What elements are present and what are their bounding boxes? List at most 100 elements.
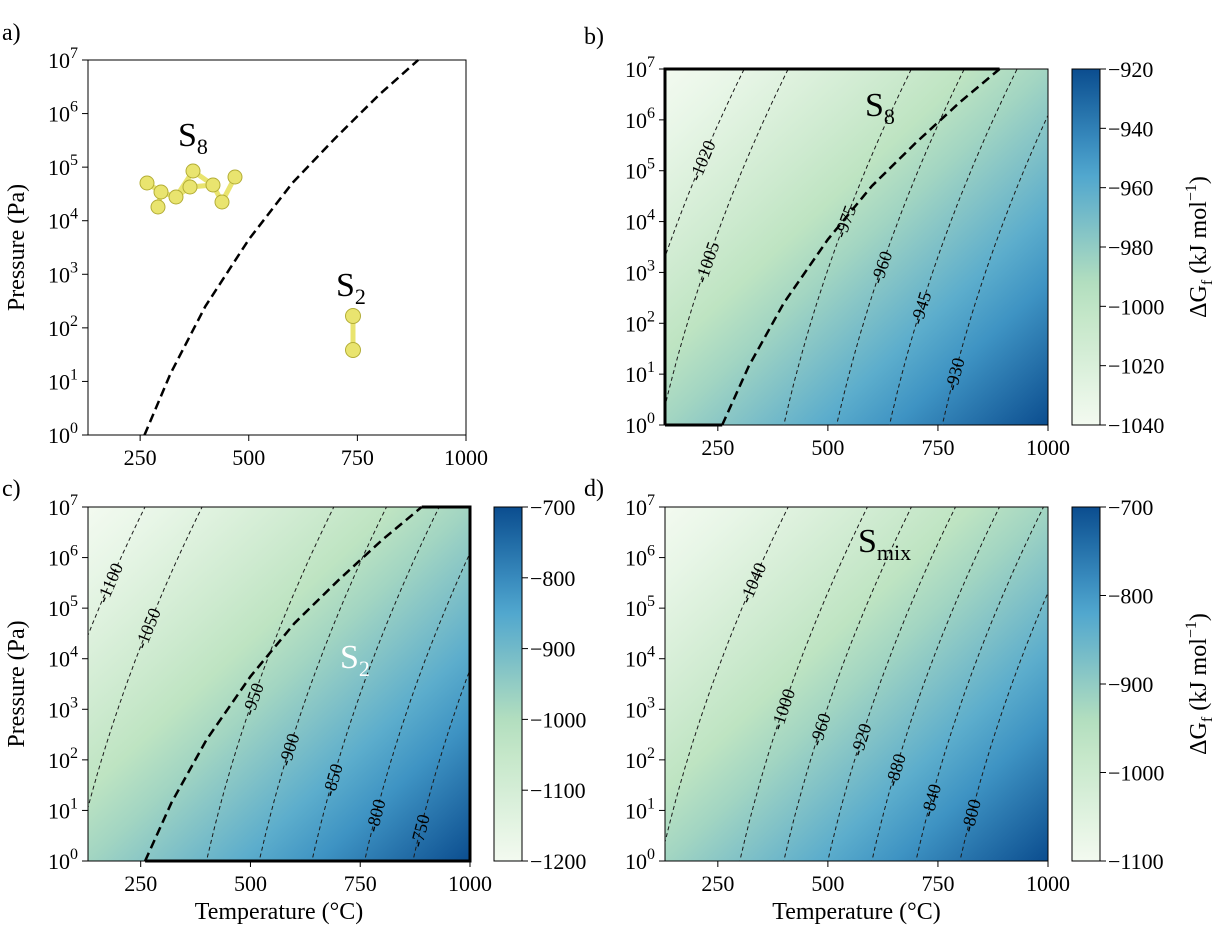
colorbar-tick-label: −900 [1108,672,1153,697]
region-label: S8 [865,87,895,129]
y-tick-exponent: 3 [647,257,655,274]
contour-line [871,507,1001,861]
y-tick-base: 10 [625,546,647,571]
y-tick-exponent: 7 [70,45,78,62]
phase-boundary-line [143,59,420,436]
sulfur-atom [150,199,166,215]
colorbar-bar [493,506,523,862]
region-label-base: S [336,267,355,304]
y-tick-label: 104 [48,206,78,234]
y-tick-exponent: 7 [70,492,78,509]
panel-label: a) [2,20,21,46]
y-tick-label: 105 [625,593,655,621]
y-tick-base: 10 [48,102,70,127]
x-tick-label: 250 [701,871,734,896]
y-tick-exponent: 4 [70,206,78,223]
colorbar-d: −700 −800 −900 −1000 −1100 ΔGf (kJ mol−1) [1071,495,1216,874]
plot-frame [664,506,1049,862]
contour-line [364,551,470,861]
y-tick-label: 103 [48,259,78,287]
y-tick-exponent: 3 [647,694,655,711]
contour-line [941,114,1048,425]
region-label-sub: 8 [884,104,895,129]
y-tick-label: 105 [48,152,78,180]
y-tick-label: 107 [625,54,655,82]
sulfur-atom [345,342,361,358]
contour-line [665,69,745,259]
y-tick-label: 104 [625,207,655,235]
y-tick-base: 10 [48,369,70,394]
sulfur-atom [345,308,361,324]
plot-frame [87,59,467,436]
x-tick-label: 250 [701,435,734,460]
contour-line [739,507,868,861]
panel-label: b) [584,24,604,50]
region-label: S2 [340,639,370,681]
y-tick-exponent: 0 [647,410,655,427]
y-tick-label: 101 [48,795,78,823]
region-outline [145,505,472,863]
y-tick-base: 10 [625,159,647,184]
region-label: S8 [178,117,208,159]
x-tick-label: 1000 [444,445,488,470]
colorbar-tick-label: −960 [1108,176,1153,201]
y-tick-exponent: 0 [647,846,655,863]
y-tick-label: 102 [48,313,78,341]
contours-d [665,507,1048,861]
y-tick-label: 106 [625,105,655,133]
contour-line [783,69,912,425]
y-tick-exponent: 0 [70,846,78,863]
y-tick-label: 105 [48,593,78,621]
y-tick-exponent: 6 [647,105,655,122]
y-tick-exponent: 1 [647,795,655,812]
y-tick-label: 107 [625,492,655,520]
colorbar-tick-label: −1040 [1108,413,1164,438]
y-tick-base: 10 [625,362,647,387]
colorbar-c: −700 −800 −900 −1000 −1100 −1200 [493,495,586,874]
colorbar-label: ΔGf (kJ mol−1) [1183,176,1216,318]
y-tick-base: 10 [48,48,70,73]
colorbar-label-close: ) [1186,176,1212,184]
y-tick-base: 10 [48,495,70,520]
colorbar-tick-label: −700 [1108,495,1153,520]
y-tick-base: 10 [48,209,70,234]
contour-line [915,507,1045,861]
x-axis-label: Temperature (°C) [195,899,364,925]
y-tick-exponent: 1 [70,795,78,812]
colorbar-tick-label: −980 [1108,235,1153,260]
x-tick-label: 250 [124,871,157,896]
colorbar-b: −920 −940 −960 −980 −1000 −1020 −1040 ΔGf (kJ m… [1071,57,1216,438]
heatmap-image [88,507,470,861]
y-tick-exponent: 3 [70,694,78,711]
y-tick-base: 10 [625,413,647,438]
y-tick-label: 101 [625,795,655,823]
sulfur-atom [205,177,221,193]
y-tick-label: 105 [625,156,655,184]
y-tick-base: 10 [625,260,647,285]
region-label-base: S [865,87,884,124]
region-label: S2 [336,267,366,309]
colorbar-label-base: ΔG [1186,722,1212,755]
y-tick-exponent: 6 [70,99,78,116]
y-tick-label: 100 [48,846,78,874]
y-tick-exponent: 2 [647,745,655,762]
y-tick-exponent: 5 [70,152,78,169]
x-tick-label: 750 [921,435,954,460]
y-tick-base: 10 [625,798,647,823]
panel-d: 250 500 750 1000100101102103104105106107Tem… [584,476,1070,925]
y-tick-label: 103 [625,694,655,722]
colorbar-label-exponent: −1 [1183,621,1200,638]
y-tick-label: 100 [625,410,655,438]
y-tick-label: 104 [625,644,655,672]
y-tick-exponent: 7 [647,492,655,509]
y-tick-label: 102 [625,745,655,773]
contour-line [88,507,203,810]
y-tick-exponent: 2 [70,745,78,762]
y-tick-base: 10 [625,596,647,621]
contours-c [88,507,470,861]
y-tick-label: 106 [48,543,78,571]
x-tick-label: 500 [232,445,265,470]
y-tick-exponent: 1 [647,359,655,376]
contour-line [665,507,789,845]
